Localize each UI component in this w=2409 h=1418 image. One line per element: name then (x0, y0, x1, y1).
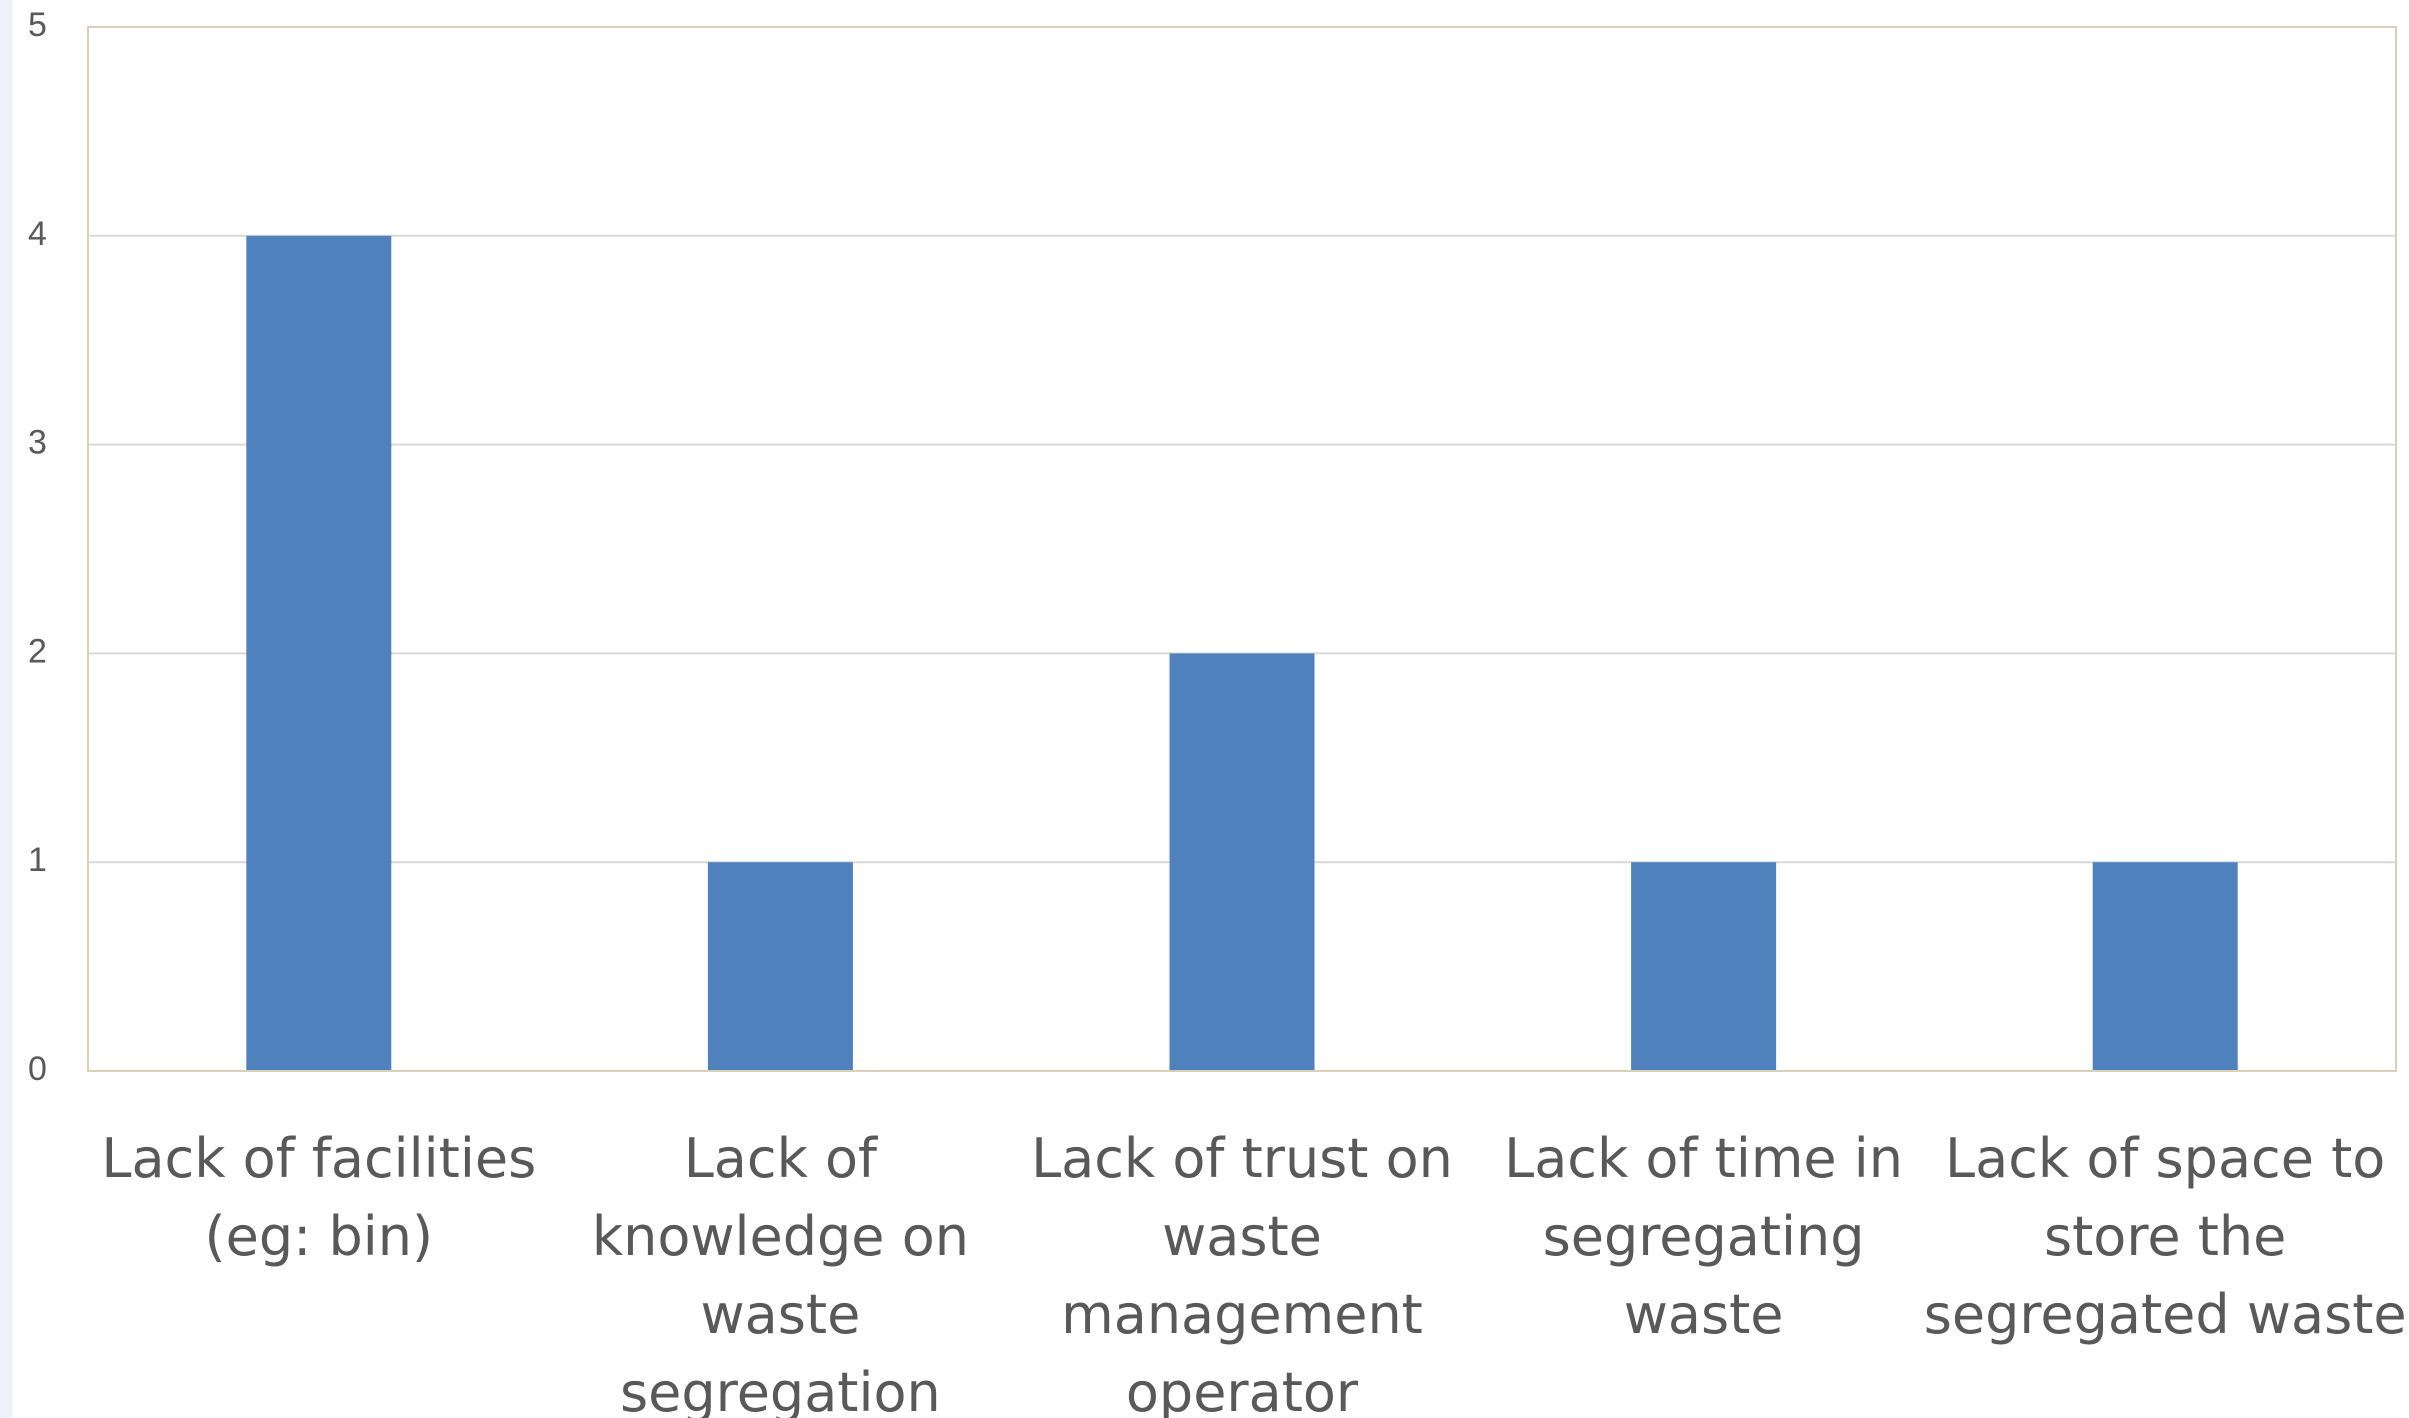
y-axis-ticks: 0 1 2 3 4 5 (28, 6, 47, 1088)
x-category-label-line: Lack of space to (1945, 1127, 2385, 1190)
y-tick-label-2: 2 (28, 632, 47, 670)
bar-2 (707, 862, 853, 1071)
x-category-label-line: Lack of trust on (1031, 1127, 1453, 1190)
plot-frame (87, 26, 2397, 1072)
x-category-label-line: Lack of facilities (101, 1127, 536, 1190)
y-tick-label-1: 1 (28, 841, 47, 879)
x-category-label-line: store the (2044, 1205, 2286, 1268)
plot-area-border (87, 26, 2397, 1072)
x-axis-labels: Lack of facilities (eg: bin) Lack of knowle… (101, 1127, 2406, 1418)
x-category-label-line: Lack of (684, 1127, 879, 1190)
y-tick-label-3: 3 (28, 424, 47, 462)
x-category-label-line: Lack of time in (1504, 1127, 1903, 1190)
bar-5 (2092, 862, 2238, 1071)
y-tick-label-4: 4 (28, 215, 47, 253)
x-category-label-line: segregating (1543, 1205, 1865, 1268)
x-category-label-line: segregated waste (1924, 1283, 2407, 1346)
x-category-label-line: knowledge on (592, 1205, 969, 1268)
bar-1 (246, 235, 392, 1072)
bar-4 (1631, 862, 1777, 1071)
bar-3 (1169, 653, 1315, 1071)
x-category-label-line: waste (701, 1283, 861, 1346)
x-category-label-line: operator (1126, 1361, 1359, 1418)
x-category-label-2: Lack of knowledge on waste segregation (592, 1127, 969, 1418)
bars (246, 235, 2238, 1072)
y-tick-label-5: 5 (28, 6, 47, 44)
x-category-label-5: Lack of space to store the segregated wast… (1924, 1127, 2407, 1346)
x-category-label-line: waste (1624, 1283, 1784, 1346)
left-edge-strip (0, 0, 12, 1418)
y-tick-label-0: 0 (28, 1050, 47, 1088)
x-category-label-line: management (1061, 1283, 1423, 1346)
x-category-label-line: waste (1162, 1205, 1322, 1268)
x-category-label-4: Lack of time in segregating waste (1504, 1127, 1903, 1346)
x-category-label-3: Lack of trust on waste management operator (1031, 1127, 1453, 1418)
x-category-label-1: Lack of facilities (eg: bin) (101, 1127, 536, 1268)
x-category-label-line: segregation (620, 1361, 941, 1418)
x-category-label-line: (eg: bin) (205, 1205, 434, 1268)
